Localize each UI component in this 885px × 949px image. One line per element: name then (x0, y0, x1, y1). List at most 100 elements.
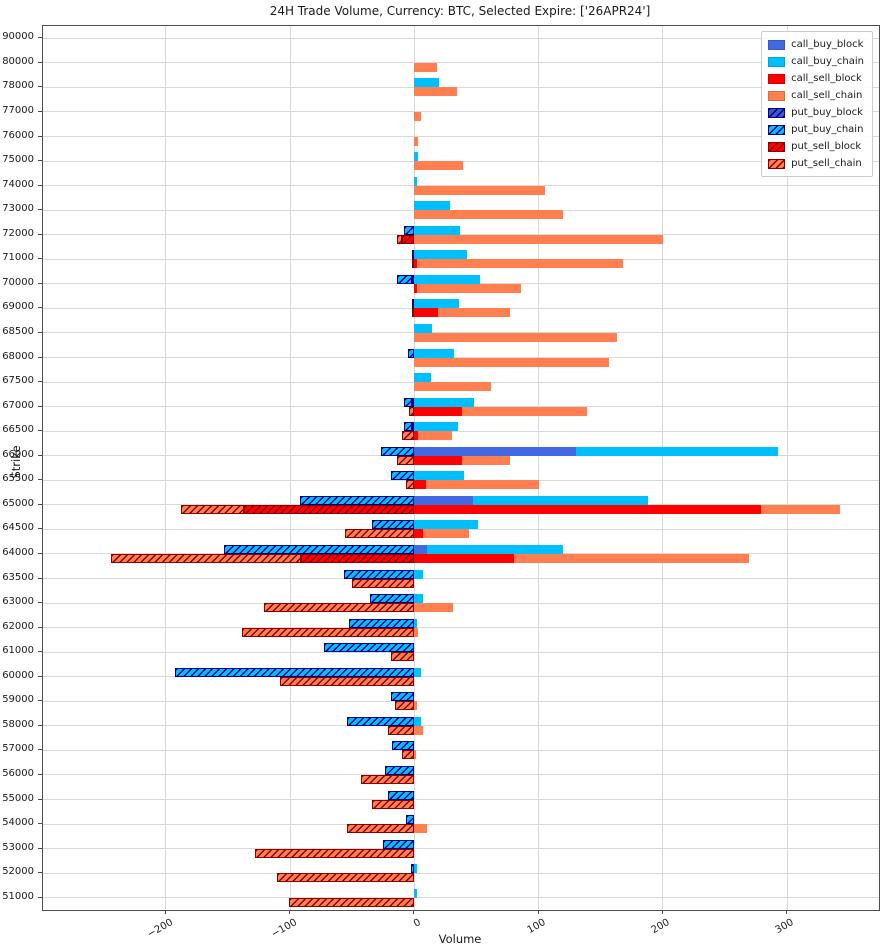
y-tick-label: 90000 (2, 31, 34, 43)
bar-segment-put-sell-chain (352, 578, 415, 588)
y-tick-label: 54000 (2, 817, 34, 829)
y-tick-mark (38, 209, 42, 211)
bar-segment-call-buy-chain (414, 201, 451, 211)
bar-segment-call-sell-chain (414, 136, 419, 146)
y-tick-mark (38, 37, 42, 39)
bar-segment-put-sell-chain (111, 553, 302, 563)
bar-segment-put-sell-chain (347, 824, 415, 834)
legend-swatch-put-sell-block (768, 141, 786, 152)
y-tick-mark (38, 160, 42, 162)
bar-segment-put-buy-chain (408, 348, 415, 358)
bar-segment-put-buy-chain (300, 495, 415, 505)
legend-item-put-buy-chain: put_buy_chain (768, 121, 864, 138)
y-tick-mark (38, 479, 42, 481)
legend-label: put_sell_chain (791, 158, 862, 169)
gridline-horizontal (43, 37, 879, 39)
y-tick-label: 56000 (2, 767, 34, 779)
bar-segment-put-buy-block (411, 299, 415, 309)
legend-swatch-put-buy-chain (768, 124, 786, 135)
gridline-horizontal (43, 430, 879, 432)
bar-segment-call-buy-chain (414, 152, 419, 162)
y-tick-label: 58000 (2, 718, 34, 730)
bar-segment-put-buy-chain (405, 815, 415, 825)
y-tick-mark (38, 233, 42, 235)
chart-title: 24H Trade Volume, Currency: BTC, Selecte… (269, 4, 651, 18)
bar-segment-put-sell-chain (401, 750, 415, 760)
bar-segment-call-buy-chain (472, 495, 648, 505)
y-tick-label: 65500 (2, 473, 34, 485)
y-tick-label: 65000 (2, 497, 34, 509)
bar-segment-put-buy-chain (390, 692, 415, 702)
bar-segment-call-sell-chain (414, 824, 427, 834)
bar-segment-call-buy-chain (414, 397, 475, 407)
gridline-vertical (413, 26, 415, 910)
y-tick-label: 57000 (2, 743, 34, 755)
bar-segment-put-sell-chain (390, 652, 415, 662)
gridline-horizontal (43, 62, 879, 64)
y-tick-mark (38, 86, 42, 88)
bar-segment-call-buy-block (414, 446, 576, 456)
bar-segment-put-sell-chain (397, 455, 415, 465)
legend-label: call_sell_chain (791, 90, 863, 101)
bar-segment-call-buy-block (414, 495, 473, 505)
bar-segment-call-sell-chain (416, 259, 624, 269)
y-tick-mark (38, 430, 42, 432)
y-tick-mark (38, 675, 42, 677)
legend-swatch-call-sell-block (768, 73, 786, 84)
bar-segment-call-sell-chain (461, 406, 588, 416)
legend-swatch-call-sell-chain (768, 90, 786, 101)
bar-segment-call-sell-chain (414, 750, 416, 760)
y-tick-label: 77000 (2, 104, 34, 116)
y-tick-mark (38, 872, 42, 874)
bar-segment-call-buy-chain (414, 422, 458, 432)
bar-segment-call-buy-chain (414, 176, 417, 186)
bar-segment-call-sell-chain (414, 210, 564, 220)
gridline-horizontal (43, 799, 879, 800)
y-tick-label: 70000 (2, 276, 34, 288)
bar-segment-call-sell-chain (414, 87, 457, 97)
bar-segment-put-sell-block (401, 234, 415, 244)
y-tick-mark (38, 626, 42, 628)
y-tick-label: 75000 (2, 154, 34, 166)
legend-swatch-call-buy-block (768, 39, 786, 50)
gridline-horizontal (43, 111, 879, 113)
y-tick-label: 59000 (2, 694, 34, 706)
bar-segment-call-buy-chain (414, 471, 465, 481)
x-tick-label: 0 (411, 917, 423, 930)
legend-item-put-buy-block: put_buy_block (768, 104, 864, 121)
bar-segment-call-sell-block (414, 259, 417, 269)
bar-segment-call-buy-chain (414, 78, 440, 88)
gridline-horizontal (43, 774, 879, 776)
y-tick-label: 53000 (2, 841, 34, 853)
bar-segment-call-sell-block (414, 480, 426, 490)
bar-segment-put-sell-chain (255, 848, 415, 858)
legend-swatch-put-sell-chain (768, 158, 786, 169)
bar-segment-call-buy-chain (414, 250, 467, 260)
gridline-vertical (289, 26, 291, 910)
bar-segment-put-buy-block (411, 397, 415, 407)
bar-segment-put-buy-chain (383, 839, 415, 849)
y-tick-mark (38, 798, 42, 800)
y-tick-label: 51000 (2, 890, 34, 902)
bar-segment-put-sell-chain (401, 431, 415, 441)
bar-segment-call-sell-chain (414, 161, 463, 171)
bar-segment-call-buy-chain (414, 569, 424, 579)
y-tick-label: 74000 (2, 178, 34, 190)
y-tick-mark (38, 282, 42, 284)
bar-segment-call-sell-chain (414, 234, 663, 244)
bar-segment-call-buy-chain (414, 225, 461, 235)
bar-segment-call-buy-chain (414, 667, 421, 677)
legend-label: call_buy_chain (791, 56, 864, 67)
y-tick-mark (38, 503, 42, 505)
bar-segment-call-buy-chain (414, 323, 432, 333)
legend-item-call-buy-chain: call_buy_chain (768, 53, 864, 70)
gridline-horizontal (43, 86, 879, 88)
legend-label: put_buy_chain (791, 124, 864, 135)
y-tick-mark (38, 110, 42, 112)
y-tick-label: 62000 (2, 620, 34, 632)
bar-segment-put-sell-chain (397, 234, 402, 244)
bar-segment-put-buy-block (411, 250, 415, 260)
y-tick-mark (38, 405, 42, 407)
bar-segment-put-buy-block (411, 274, 415, 284)
y-tick-label: 80000 (2, 55, 34, 67)
